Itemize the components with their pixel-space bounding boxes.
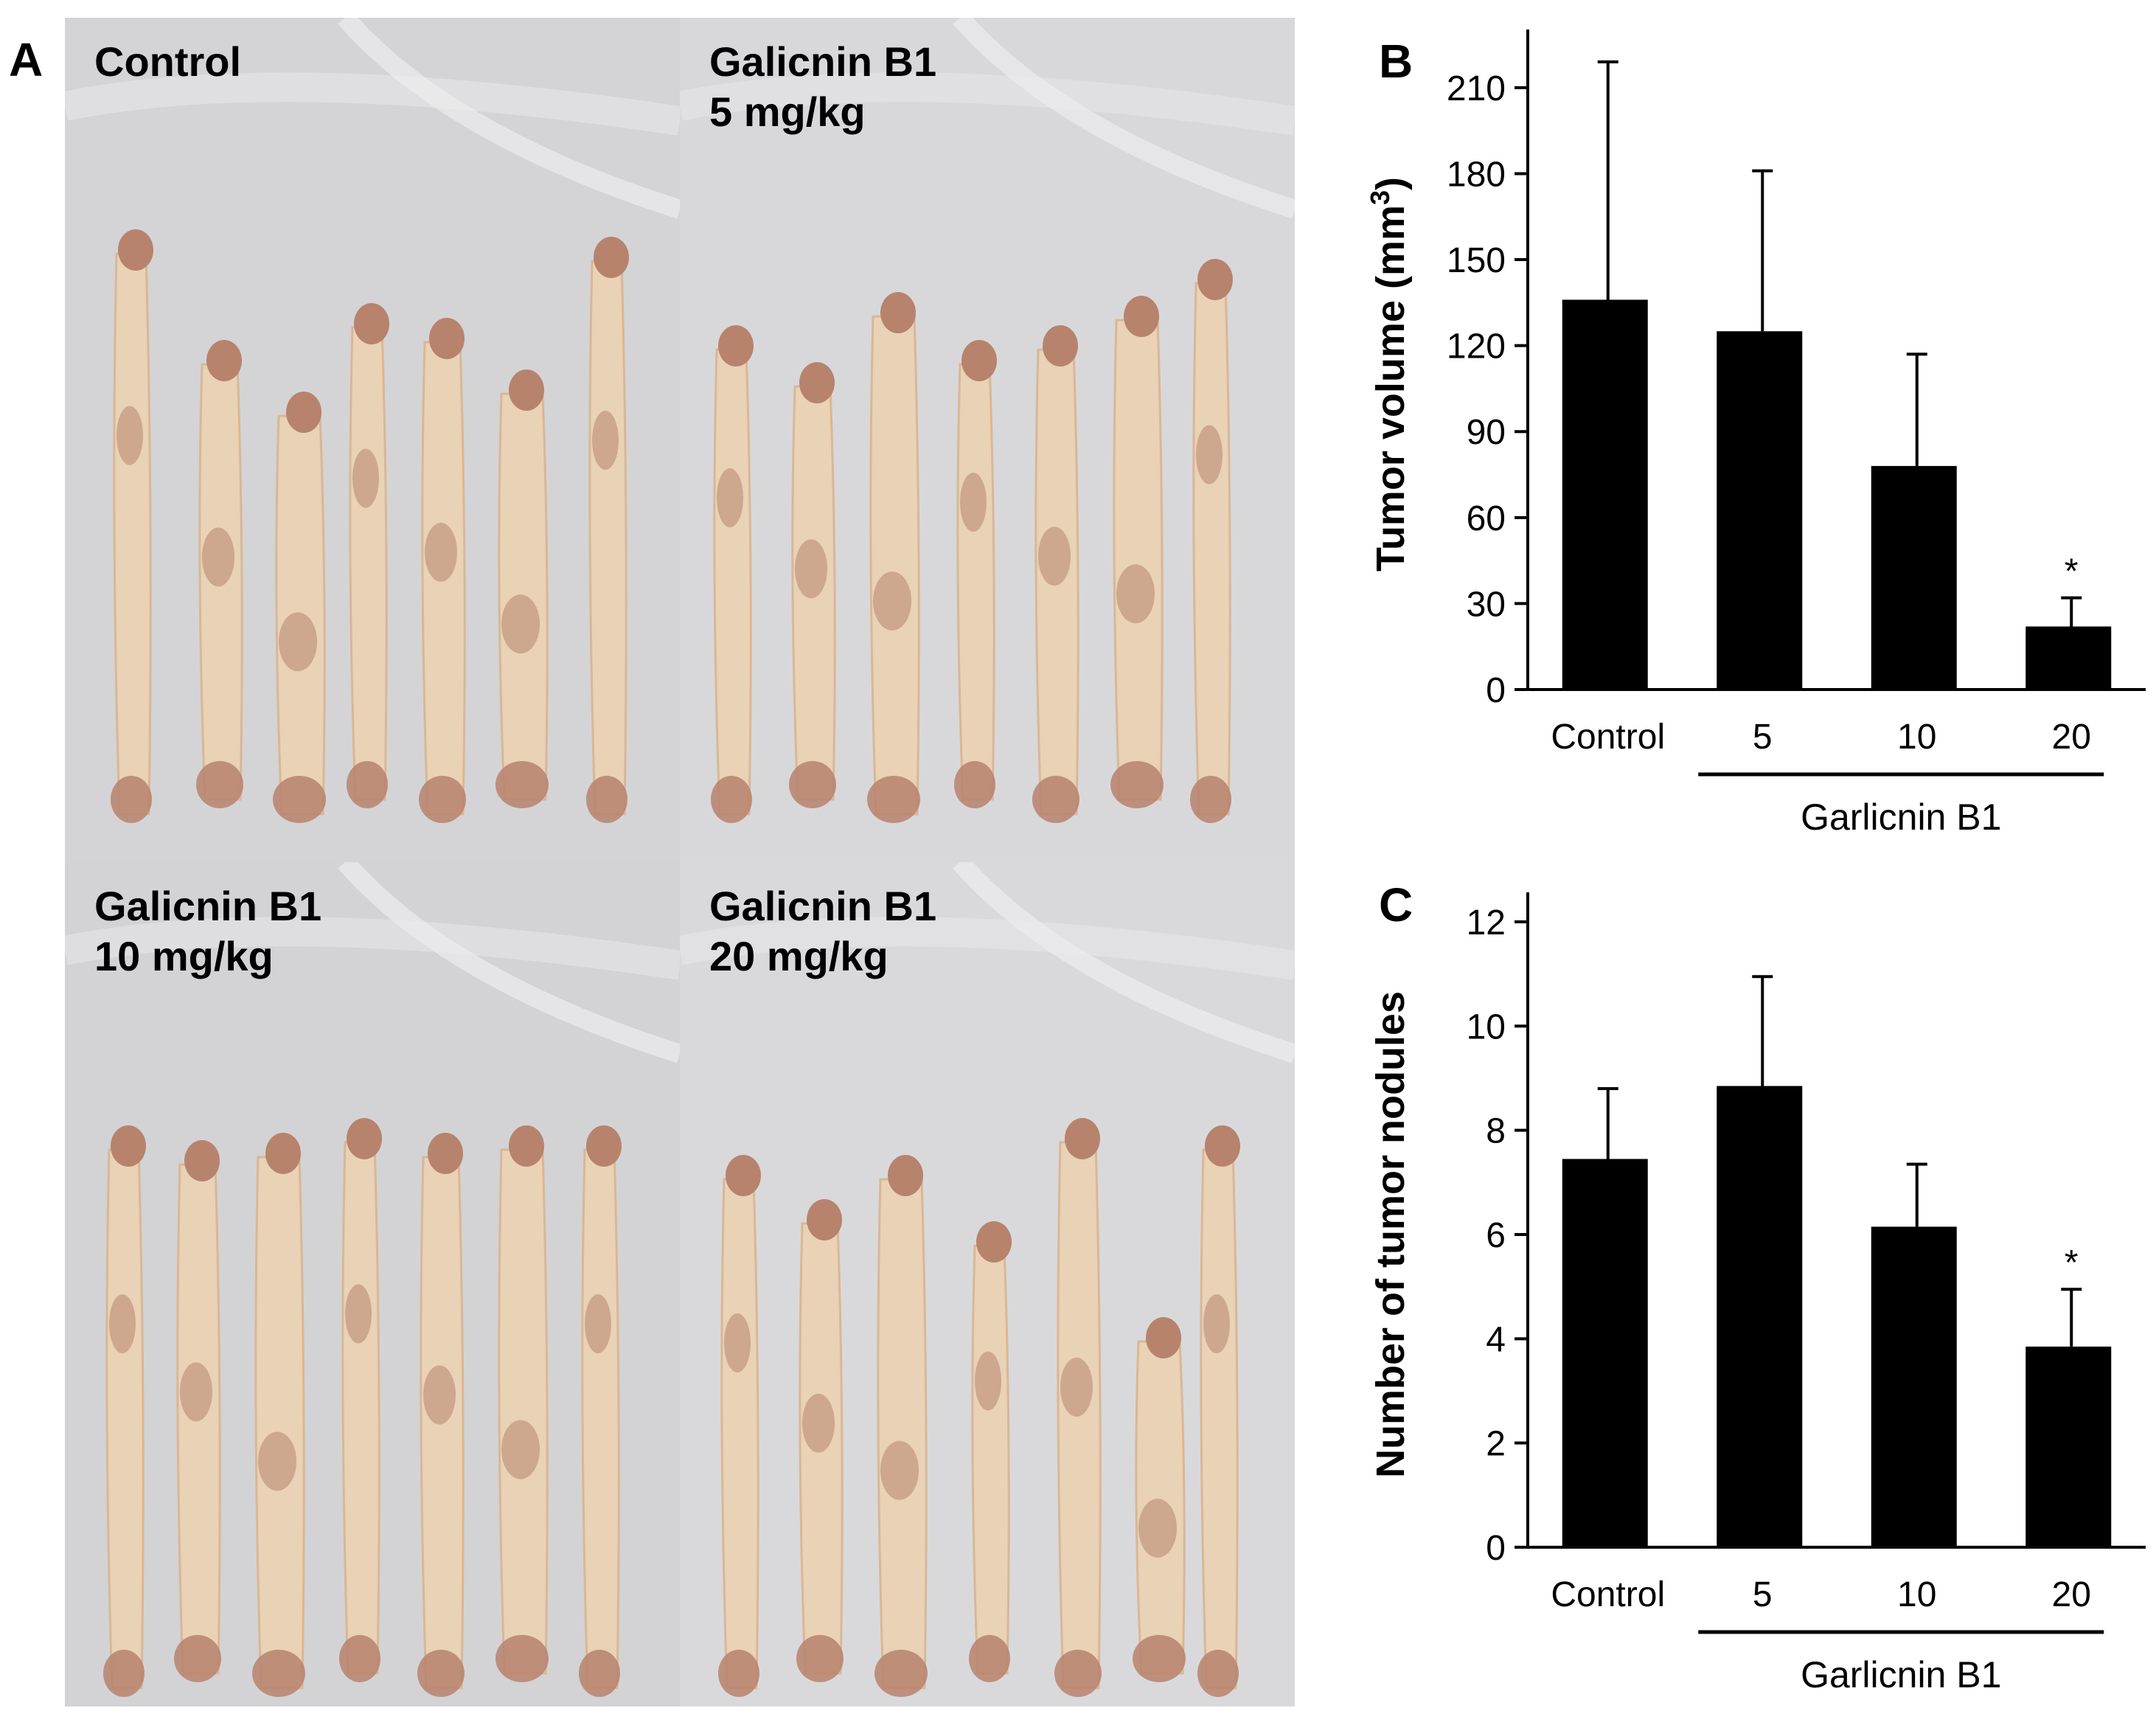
intestine-strip [103,1125,146,1697]
y-axis-label: Tumor volume (mm3) [1365,177,1413,572]
intestine-strip [718,1155,761,1697]
intestine-strip [586,237,629,823]
x-tick-label: 20 [2052,718,2091,757]
bar [2025,1346,2112,1547]
photo-control: Control [65,18,680,862]
y-axis-label: Number of tumor nodules [1369,991,1413,1478]
intestine-strip [789,362,836,808]
photo-5mg: Galicnin B1 5 mg/kg [680,18,1295,862]
intestine-strip [419,318,466,823]
y-tick-label: 8 [1486,1112,1506,1151]
photo-label-control: Control [94,38,242,85]
photo-10mg: Galicnin B1 10 mg/kg [65,862,680,1707]
significance-marker: * [2065,1243,2079,1282]
intestine-photo [680,18,1295,862]
intestine-strip [874,1155,928,1697]
sheen-highlight [65,917,680,980]
bar [1871,1226,1957,1547]
sheen-highlight [680,72,1295,136]
intestine-strip [339,1118,382,1682]
x-tick-label: 10 [1897,1575,1936,1614]
intestine-strip [579,1125,622,1697]
intestine-strip [252,1133,305,1697]
x-tick-label: 10 [1897,718,1936,757]
y-tick-label: 0 [1486,671,1506,710]
y-tick-label: 4 [1486,1320,1506,1359]
intestine-strip [495,369,549,808]
intestine-strip [495,1125,549,1682]
intestine-strip [1032,325,1079,823]
intestine-strip [1197,1125,1240,1697]
x-tick-label: Control [1551,1575,1665,1614]
x-tick-label: 5 [1753,718,1773,757]
intestine-strip [196,340,243,808]
x-tick-label: 20 [2052,1575,2091,1614]
y-tick-label: 0 [1486,1529,1506,1568]
intestine-strip [796,1199,844,1682]
bar [1717,331,1803,690]
panel-c-letter: C [1379,878,1413,931]
panel-a-letter: A [9,33,44,86]
sheen-highlight [953,862,1295,1063]
y-tick-label: 60 [1467,499,1506,538]
group-label: Garlicnin B1 [1801,796,2001,838]
group-label: Garlicnin B1 [1801,1654,2001,1695]
x-tick-label: Control [1551,718,1665,757]
intestine-strip [1190,259,1233,823]
y-tick-label: 2 [1486,1425,1506,1464]
y-tick-label: 90 [1467,413,1506,452]
significance-marker: * [2065,552,2079,591]
intestine-strip [174,1140,221,1682]
bar [2025,626,2112,690]
y-tick-label: 30 [1467,585,1506,624]
y-tick-label: 120 [1447,327,1506,367]
bar [1871,465,1957,690]
sheen-highlight [338,862,680,1063]
intestine-strip [954,340,997,808]
photo-label-5mg: Galicnin B1 5 mg/kg [709,38,937,135]
photo-label-20mg: Galicnin B1 20 mg/kg [709,883,937,979]
intestine-strip [347,303,389,808]
sheen-highlight [953,18,1295,219]
intestine-photo [680,862,1295,1707]
sheen-highlight [338,18,680,219]
y-tick-label: 180 [1447,155,1506,194]
intestine-photo [65,862,680,1707]
intestine-strip [711,325,754,823]
bar [1562,1159,1648,1547]
bar [1717,1086,1803,1547]
sheen-highlight [680,917,1295,980]
intestine-strip [1133,1317,1186,1682]
y-tick-label: 210 [1447,69,1506,108]
intestine-strip [1054,1118,1102,1697]
sheen-highlight [65,72,680,136]
bar [1562,299,1648,690]
photo-label-10mg: Galicnin B1 10 mg/kg [94,883,322,979]
intestine-photo [65,18,680,862]
y-tick-label: 150 [1447,241,1506,280]
y-tick-label: 6 [1486,1216,1506,1255]
photo-grid: Control Galicnin B1 5 mg/kg Galicnin B1 … [65,18,1295,1707]
panel-b-letter: B [1379,35,1413,88]
y-tick-label: 12 [1467,903,1506,942]
photo-20mg: Galicnin B1 20 mg/kg [680,862,1295,1707]
x-tick-label: 5 [1753,1575,1773,1614]
intestine-strip [1110,296,1164,808]
intestine-strip [273,392,326,823]
intestine-strip [969,1221,1012,1682]
intestine-strip [867,292,920,823]
intestine-strip [111,229,153,823]
y-tick-label: 10 [1467,1007,1506,1046]
intestine-strip [417,1133,465,1697]
